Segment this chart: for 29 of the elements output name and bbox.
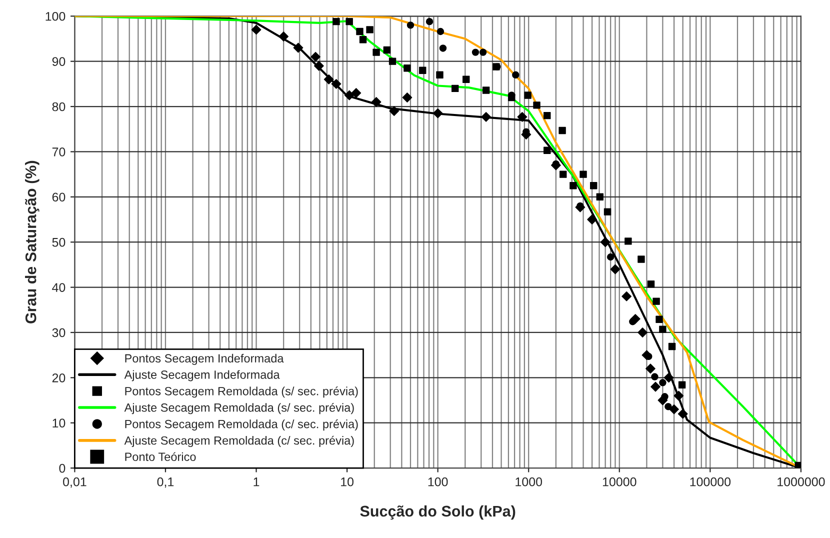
x-axis-title: Sucção do Solo (kPa)	[360, 505, 516, 520]
x-tick-label: 100	[428, 477, 448, 486]
y-tick-label: 20	[52, 373, 66, 382]
x-tick-label: 0,01	[63, 477, 86, 488]
legend-label: Pontos Secagem Indeformada	[125, 354, 284, 365]
x-tick-label: 10	[341, 477, 354, 486]
y-tick-label: 10	[52, 418, 66, 428]
legend-label: Ajuste Secagem Indeformada	[124, 370, 280, 382]
y-tick-label: 30	[52, 328, 66, 338]
y-tick-label: 0	[59, 464, 66, 473]
y-tick-label: 70	[52, 148, 66, 156]
x-tick-label: 0,1	[157, 477, 174, 488]
legend-label: Ajuste Secagem Remoldada (c/ sec. prévia)	[124, 436, 354, 448]
legend-label: Pontos Secagem Remoldada (s/ sec. prévia)	[125, 386, 358, 398]
y-tick-label: 100	[46, 12, 66, 21]
y-tick-label: 80	[52, 102, 66, 112]
y-tick-label: 60	[52, 192, 66, 202]
x-tick-label: 1000000	[778, 477, 825, 486]
y-tick-label: 90	[52, 57, 66, 66]
y-tick-label: 50	[52, 238, 66, 247]
x-tick-label: 1	[254, 478, 260, 486]
legend-label: Ajuste Secagem Remoldada (s/ sec. prévia)	[124, 402, 354, 414]
y-axis-title: Grau de Saturação (%)	[25, 160, 40, 324]
x-tick-label: 100000	[690, 477, 731, 486]
legend-label: Pontos Secagem Remoldada (c/ sec. prévia)	[125, 419, 358, 431]
x-tick-label: 1000	[516, 477, 542, 486]
legend-label: Ponto Teórico	[125, 452, 196, 462]
y-tick-label: 40	[52, 283, 66, 292]
x-tick-label: 10000	[602, 477, 636, 486]
